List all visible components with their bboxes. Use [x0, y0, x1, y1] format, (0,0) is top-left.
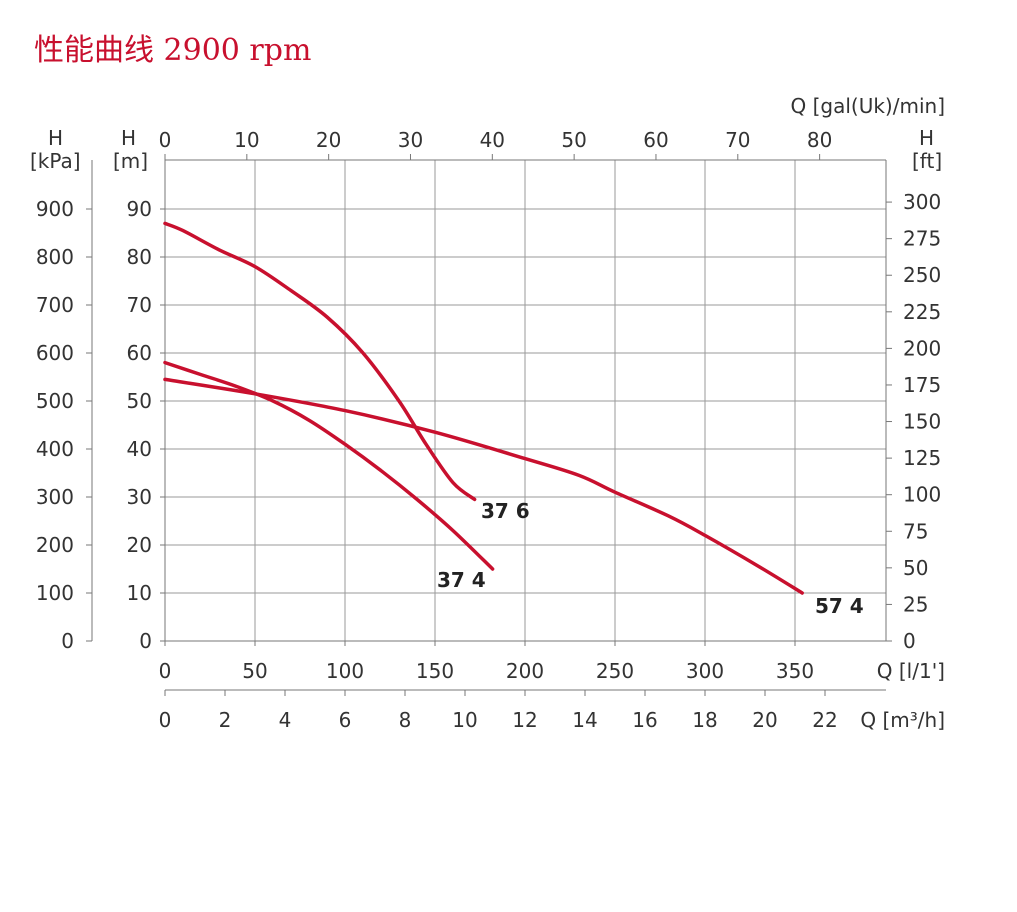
tick-label-m: 50 — [127, 389, 152, 413]
tick-label-lmin: 150 — [416, 659, 454, 683]
tick-label-m3h: 16 — [632, 708, 657, 732]
tick-label-kpa: 100 — [36, 581, 74, 605]
tick-label-m: 20 — [127, 533, 152, 557]
tick-label-m: 80 — [127, 245, 152, 269]
tick-label-kpa: 200 — [36, 533, 74, 557]
tick-label-ft: 250 — [903, 263, 941, 287]
tick-label-lmin: 200 — [506, 659, 544, 683]
tick-label-ft: 225 — [903, 300, 941, 324]
ft-axis-h-label: H — [919, 126, 934, 150]
grid-lines — [86, 154, 892, 696]
tick-label-gal: 50 — [561, 128, 586, 152]
tick-label-m: 60 — [127, 341, 152, 365]
pump-curves — [163, 221, 804, 595]
tick-label-kpa: 900 — [36, 197, 74, 221]
lmin-axis-label: Q [l/1'] — [877, 659, 945, 683]
tick-label-m: 40 — [127, 437, 152, 461]
tick-label-kpa: 300 — [36, 485, 74, 509]
tick-label-m3h: 20 — [752, 708, 777, 732]
tick-label-ft: 50 — [903, 556, 928, 580]
tick-label-m3h: 14 — [572, 708, 597, 732]
tick-label-m3h: 4 — [279, 708, 292, 732]
tick-label-gal: 70 — [725, 128, 750, 152]
tick-label-m3h: 8 — [399, 708, 412, 732]
tick-label-ft: 75 — [903, 519, 928, 543]
kpa-axis-h-label: H — [48, 126, 63, 150]
tick-label-m: 0 — [139, 629, 152, 653]
tick-label-gal: 10 — [234, 128, 259, 152]
tick-label-ft: 300 — [903, 190, 941, 214]
tick-label-ft: 200 — [903, 336, 941, 360]
tick-label-m3h: 18 — [692, 708, 717, 732]
tick-label-ft: 100 — [903, 483, 941, 507]
tick-label-gal: 30 — [398, 128, 423, 152]
tick-label-lmin: 250 — [596, 659, 634, 683]
tick-label-kpa: 700 — [36, 293, 74, 317]
tick-labels: 0 50 100 150 200 250 300 3500102030405060708090… — [36, 128, 941, 732]
tick-label-m3h: 6 — [339, 708, 352, 732]
tick-label-kpa: 0 — [61, 629, 74, 653]
gal-axis-label: Q [gal(Uk)/min] — [791, 94, 946, 118]
tick-label-ft: 275 — [903, 227, 941, 251]
curve-series-0 — [163, 221, 477, 502]
tick-label-m: 90 — [127, 197, 152, 221]
tick-label-m3h: 2 — [219, 708, 232, 732]
tick-label-ft: 150 — [903, 410, 941, 434]
tick-label-kpa: 800 — [36, 245, 74, 269]
chart-title: 性能曲线 2900 rpm — [34, 33, 311, 68]
axes — [91, 159, 887, 691]
tick-label-ft: 25 — [903, 592, 928, 616]
curve-label-37-4: 37 4 — [437, 568, 486, 592]
tick-label-m3h: 10 — [452, 708, 477, 732]
tick-label-gal: 40 — [480, 128, 505, 152]
m-axis-h-label: H — [121, 126, 136, 150]
ft-axis-unit-label: [ft] — [912, 149, 942, 173]
tick-label-kpa: 500 — [36, 389, 74, 413]
curve-series-2 — [163, 377, 804, 595]
curve-label-57-4: 57 4 — [815, 594, 864, 618]
tick-label-ft: 125 — [903, 446, 941, 470]
kpa-axis-unit-label: [kPa] — [30, 149, 81, 173]
tick-label-m3h: 22 — [812, 708, 837, 732]
tick-label-lmin: 50 — [242, 659, 267, 683]
tick-label-m3h: 12 — [512, 708, 537, 732]
tick-label-lmin: 350 — [776, 659, 814, 683]
tick-label-ft: 0 — [903, 629, 916, 653]
curve-series-1 — [163, 360, 495, 571]
tick-label-lmin: 100 — [326, 659, 364, 683]
tick-label-gal: 60 — [643, 128, 668, 152]
tick-label-gal: 20 — [316, 128, 341, 152]
tick-label-lmin: 0 — [159, 659, 172, 683]
tick-label-m: 30 — [127, 485, 152, 509]
m-axis-unit-label: [m] — [113, 149, 148, 173]
curve-label-37-6: 37 6 — [481, 499, 530, 523]
m3h-axis-label: Q [m³/h] — [860, 708, 945, 732]
tick-label-lmin: 300 — [686, 659, 724, 683]
tick-label-m3h: 0 — [159, 708, 172, 732]
tick-label-kpa: 600 — [36, 341, 74, 365]
tick-label-m: 70 — [127, 293, 152, 317]
tick-label-gal: 0 — [159, 128, 172, 152]
tick-label-gal: 80 — [807, 128, 832, 152]
tick-label-ft: 175 — [903, 373, 941, 397]
tick-label-kpa: 400 — [36, 437, 74, 461]
tick-label-m: 10 — [127, 581, 152, 605]
